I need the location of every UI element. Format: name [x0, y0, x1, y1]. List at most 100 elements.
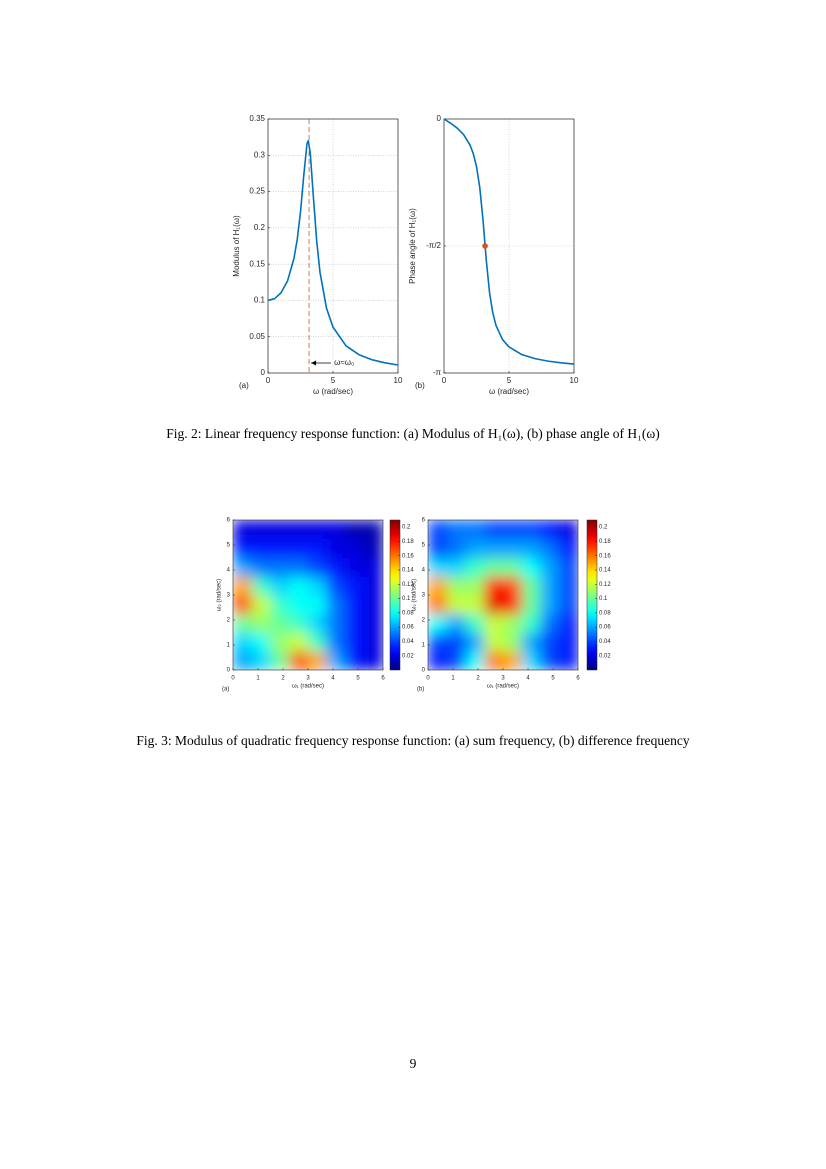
y-axis-label: ω₂ (rad/sec): [217, 579, 223, 611]
colorbar: [389, 519, 401, 671]
heatmap-cell: [308, 557, 328, 577]
heatmap-cell: [233, 557, 253, 577]
y-tick-label: 0.2: [254, 223, 266, 232]
heatmap-cell: [540, 632, 560, 652]
heatmap-cell: [326, 613, 346, 633]
heatmap: [233, 520, 383, 670]
colorbar-tick-label: 0.12: [402, 582, 414, 588]
heatmap-cell: [484, 557, 504, 577]
heatmap-cell: [270, 538, 290, 558]
heatmap-cell: [484, 651, 504, 670]
heatmap-cell: [326, 576, 346, 596]
heatmap-cell: [559, 613, 578, 633]
page-number: 9: [410, 1056, 417, 1071]
heatmap-cell: [270, 576, 290, 596]
heatmap-cell: [251, 576, 271, 596]
x-axis-label: ω₁ (rad/sec): [292, 684, 324, 690]
heatmap-cell: [233, 632, 253, 652]
heatmap-cells: [428, 520, 578, 670]
heatmap-cell: [326, 632, 346, 652]
heatmap-cell: [540, 538, 560, 558]
heatmap-cell: [308, 632, 328, 652]
heatmap-cell: [484, 520, 504, 540]
heatmap-cell: [503, 613, 523, 633]
heatmap-cell: [428, 595, 448, 615]
y-tick-label: 2: [422, 618, 426, 624]
heatmap-cell: [326, 595, 346, 615]
heatmap-cell: [289, 576, 309, 596]
heatmap-cell: [345, 576, 365, 596]
plot-area: [268, 119, 398, 373]
heatmap-cell: [251, 595, 271, 615]
heatmap-cell: [503, 557, 523, 577]
colorbar-tick-label: 0.02: [402, 653, 414, 659]
heatmap-cell: [364, 520, 383, 540]
heatmap-cell: [503, 632, 523, 652]
heatmap-cell: [251, 538, 271, 558]
colorbar-tick-label: 0.14: [402, 568, 414, 574]
x-axis-label: ω (rad/sec): [313, 387, 353, 396]
heatmap-cell: [233, 651, 253, 670]
heatmap-cell: [345, 520, 365, 540]
x-tick-label: 10: [394, 376, 403, 385]
heatmap-cell: [345, 613, 365, 633]
heatmap-cell: [503, 538, 523, 558]
heatmap-cell: [503, 576, 523, 596]
heatmap-cell: [289, 520, 309, 540]
y-tick-label: 5: [422, 543, 426, 549]
annotation: ω≈ω₀: [334, 358, 354, 367]
heatmap-cell: [308, 576, 328, 596]
heatmap-cell: [233, 613, 253, 633]
heatmap-cell: [465, 538, 485, 558]
heatmap-cell: [233, 538, 253, 558]
colorbar-tick-label: 0.12: [599, 582, 611, 588]
heatmap-cell: [233, 520, 253, 540]
heatmap-cell: [540, 576, 560, 596]
heatmap-cell: [270, 595, 290, 615]
plot-frame: [267, 118, 399, 374]
heatmap-cell: [364, 576, 383, 596]
heatmap-cell: [364, 632, 383, 652]
y-tick-label: 0: [261, 368, 266, 377]
x-tick-label: 2: [476, 676, 480, 682]
x-tick-label: 6: [576, 676, 580, 682]
heatmap-cell: [521, 576, 541, 596]
x-tick-label: 5: [356, 676, 360, 682]
y-tick-label: 0.3: [254, 150, 266, 159]
heatmap-cell: [270, 613, 290, 633]
x-tick-label: 1: [451, 676, 455, 682]
heatmap-cell: [345, 651, 365, 670]
heatmap-cell: [364, 613, 383, 633]
y-tick-label: 0.25: [249, 187, 265, 196]
y-tick-label: -π: [433, 368, 442, 377]
heatmap-cell: [364, 557, 383, 577]
heatmap-cell: [484, 576, 504, 596]
heatmap-cell: [251, 557, 271, 577]
heatmap-cell: [326, 538, 346, 558]
heatmap-cell: [521, 557, 541, 577]
colorbar-tick-label: 0.06: [402, 625, 414, 631]
heatmap-cell: [270, 632, 290, 652]
x-tick-label: 5: [331, 376, 336, 385]
heatmap-cell: [428, 520, 448, 540]
y-tick-label: 1: [422, 643, 426, 649]
x-tick-label: 3: [306, 676, 310, 682]
heatmap-cell: [308, 613, 328, 633]
heatmap-cell: [251, 651, 271, 670]
panel-label: (a): [239, 381, 249, 390]
y-tick-label: 6: [422, 518, 426, 524]
colorbar-tick-label: 0.2: [402, 525, 411, 531]
heatmap-cell: [289, 538, 309, 558]
x-axis-label: ω₁ (rad/sec): [487, 684, 519, 690]
x-tick-label: 6: [381, 676, 385, 682]
colorbar-tick-label: 0.14: [599, 568, 611, 574]
heatmap-cell: [446, 651, 466, 670]
y-axis-label: Modulus of H₁(ω): [232, 215, 241, 277]
heatmap-cell: [364, 595, 383, 615]
y-tick-label: 0: [437, 114, 442, 123]
heatmap-cell: [484, 613, 504, 633]
heatmap-cell: [521, 538, 541, 558]
panel-label: (a): [222, 687, 229, 693]
heatmap-cell: [326, 520, 346, 540]
